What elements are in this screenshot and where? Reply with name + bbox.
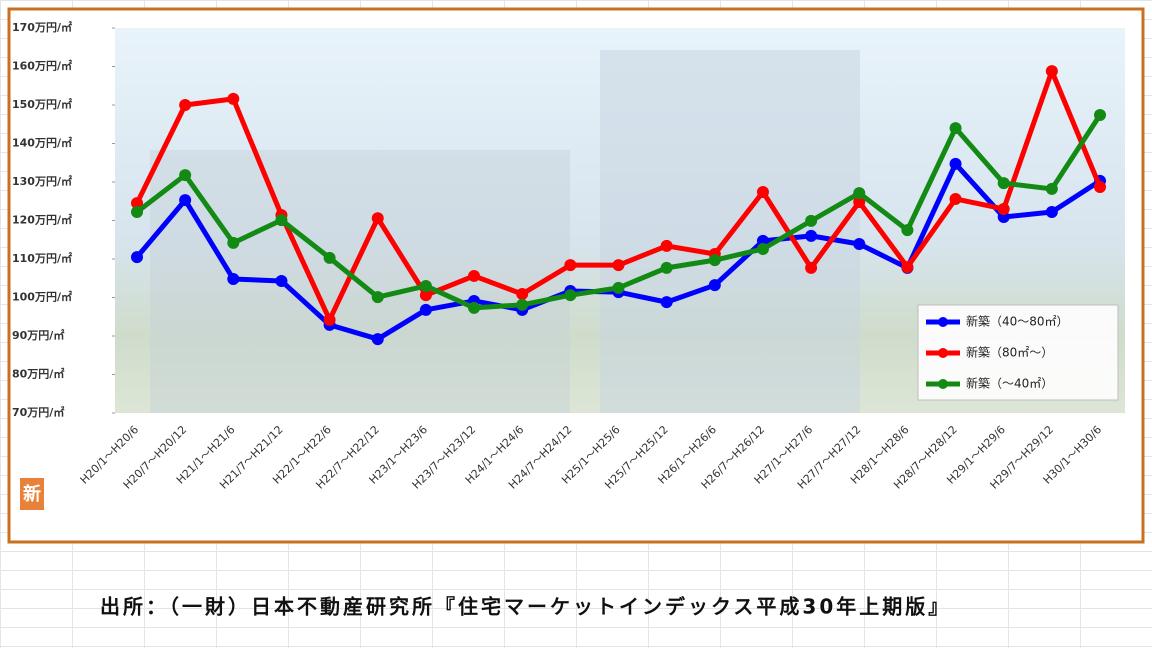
data-point: [901, 224, 914, 237]
data-point: [901, 261, 914, 274]
data-point: [756, 242, 769, 255]
data-point: [131, 251, 143, 264]
y-tick-label: 170万円/㎡: [12, 20, 72, 34]
data-point: [949, 122, 962, 135]
data-point: [660, 261, 673, 274]
y-tick-label: 80万円/㎡: [12, 367, 64, 381]
data-point: [516, 288, 529, 301]
data-point: [227, 273, 240, 286]
y-tick-label: 150万円/㎡: [12, 97, 72, 111]
y-tick-label: 90万円/㎡: [12, 328, 64, 342]
data-point: [853, 187, 866, 200]
data-point: [612, 259, 625, 272]
legend-marker: [938, 348, 948, 358]
data-point: [949, 192, 962, 205]
data-point: [997, 202, 1010, 215]
data-point: [371, 333, 384, 346]
data-point: [756, 186, 769, 199]
legend: 新築（40～80㎡） 新築（80㎡～） 新築（～40㎡）: [917, 304, 1119, 401]
y-tick-label: 130万円/㎡: [12, 174, 72, 188]
data-point: [708, 279, 721, 292]
data-point: [131, 197, 143, 210]
data-point: [179, 194, 192, 207]
data-point: [131, 206, 143, 219]
y-tick-label: 100万円/㎡: [12, 290, 72, 304]
data-point: [419, 279, 432, 292]
data-point: [419, 289, 432, 302]
data-point: [1045, 206, 1058, 219]
data-point: [323, 251, 336, 264]
y-tick-label: 160万円/㎡: [12, 59, 72, 73]
data-point: [227, 236, 240, 249]
data-point: [660, 296, 673, 309]
y-tick-label: 140万円/㎡: [12, 136, 72, 150]
y-tick-label: 120万円/㎡: [12, 213, 72, 227]
y-tick-label: 110万円/㎡: [12, 251, 72, 265]
data-point: [468, 269, 481, 282]
data-point: [853, 237, 866, 250]
data-point: [275, 274, 288, 287]
data-point: [853, 196, 866, 209]
data-point: [949, 157, 962, 170]
data-point: [516, 298, 529, 311]
data-point: [371, 212, 384, 225]
source-note: 出所：（一財）日本不動産研究所『住宅マーケットインデックス平成30年上期版』: [100, 595, 951, 619]
legend-label: 新築（40～80㎡）: [966, 314, 1069, 329]
data-point: [179, 169, 192, 182]
legend-label: 新築（～40㎡）: [966, 376, 1053, 391]
data-point: [708, 254, 721, 267]
data-point: [564, 289, 577, 302]
badge-box: [20, 478, 44, 510]
data-point: [805, 261, 818, 274]
data-point: [1045, 65, 1058, 78]
legend-label: 新築（80㎡～）: [966, 345, 1053, 360]
data-point: [612, 281, 625, 294]
data-point: [660, 239, 673, 252]
data-point: [997, 177, 1010, 190]
data-point: [1045, 182, 1058, 195]
data-point: [323, 313, 336, 326]
data-point: [179, 99, 192, 111]
data-point: [227, 92, 240, 105]
data-point: [1094, 109, 1106, 122]
data-point: [564, 259, 577, 272]
data-point: [419, 303, 432, 316]
data-point: [805, 214, 818, 227]
data-point: [1094, 181, 1106, 194]
data-point: [468, 301, 481, 314]
data-point: [371, 291, 384, 304]
data-point: [275, 214, 288, 227]
legend-marker: [938, 317, 948, 327]
y-tick-label: 70万円/㎡: [12, 405, 64, 419]
badge: 新: [23, 483, 41, 505]
data-point: [805, 229, 818, 242]
legend-marker: [938, 379, 948, 389]
